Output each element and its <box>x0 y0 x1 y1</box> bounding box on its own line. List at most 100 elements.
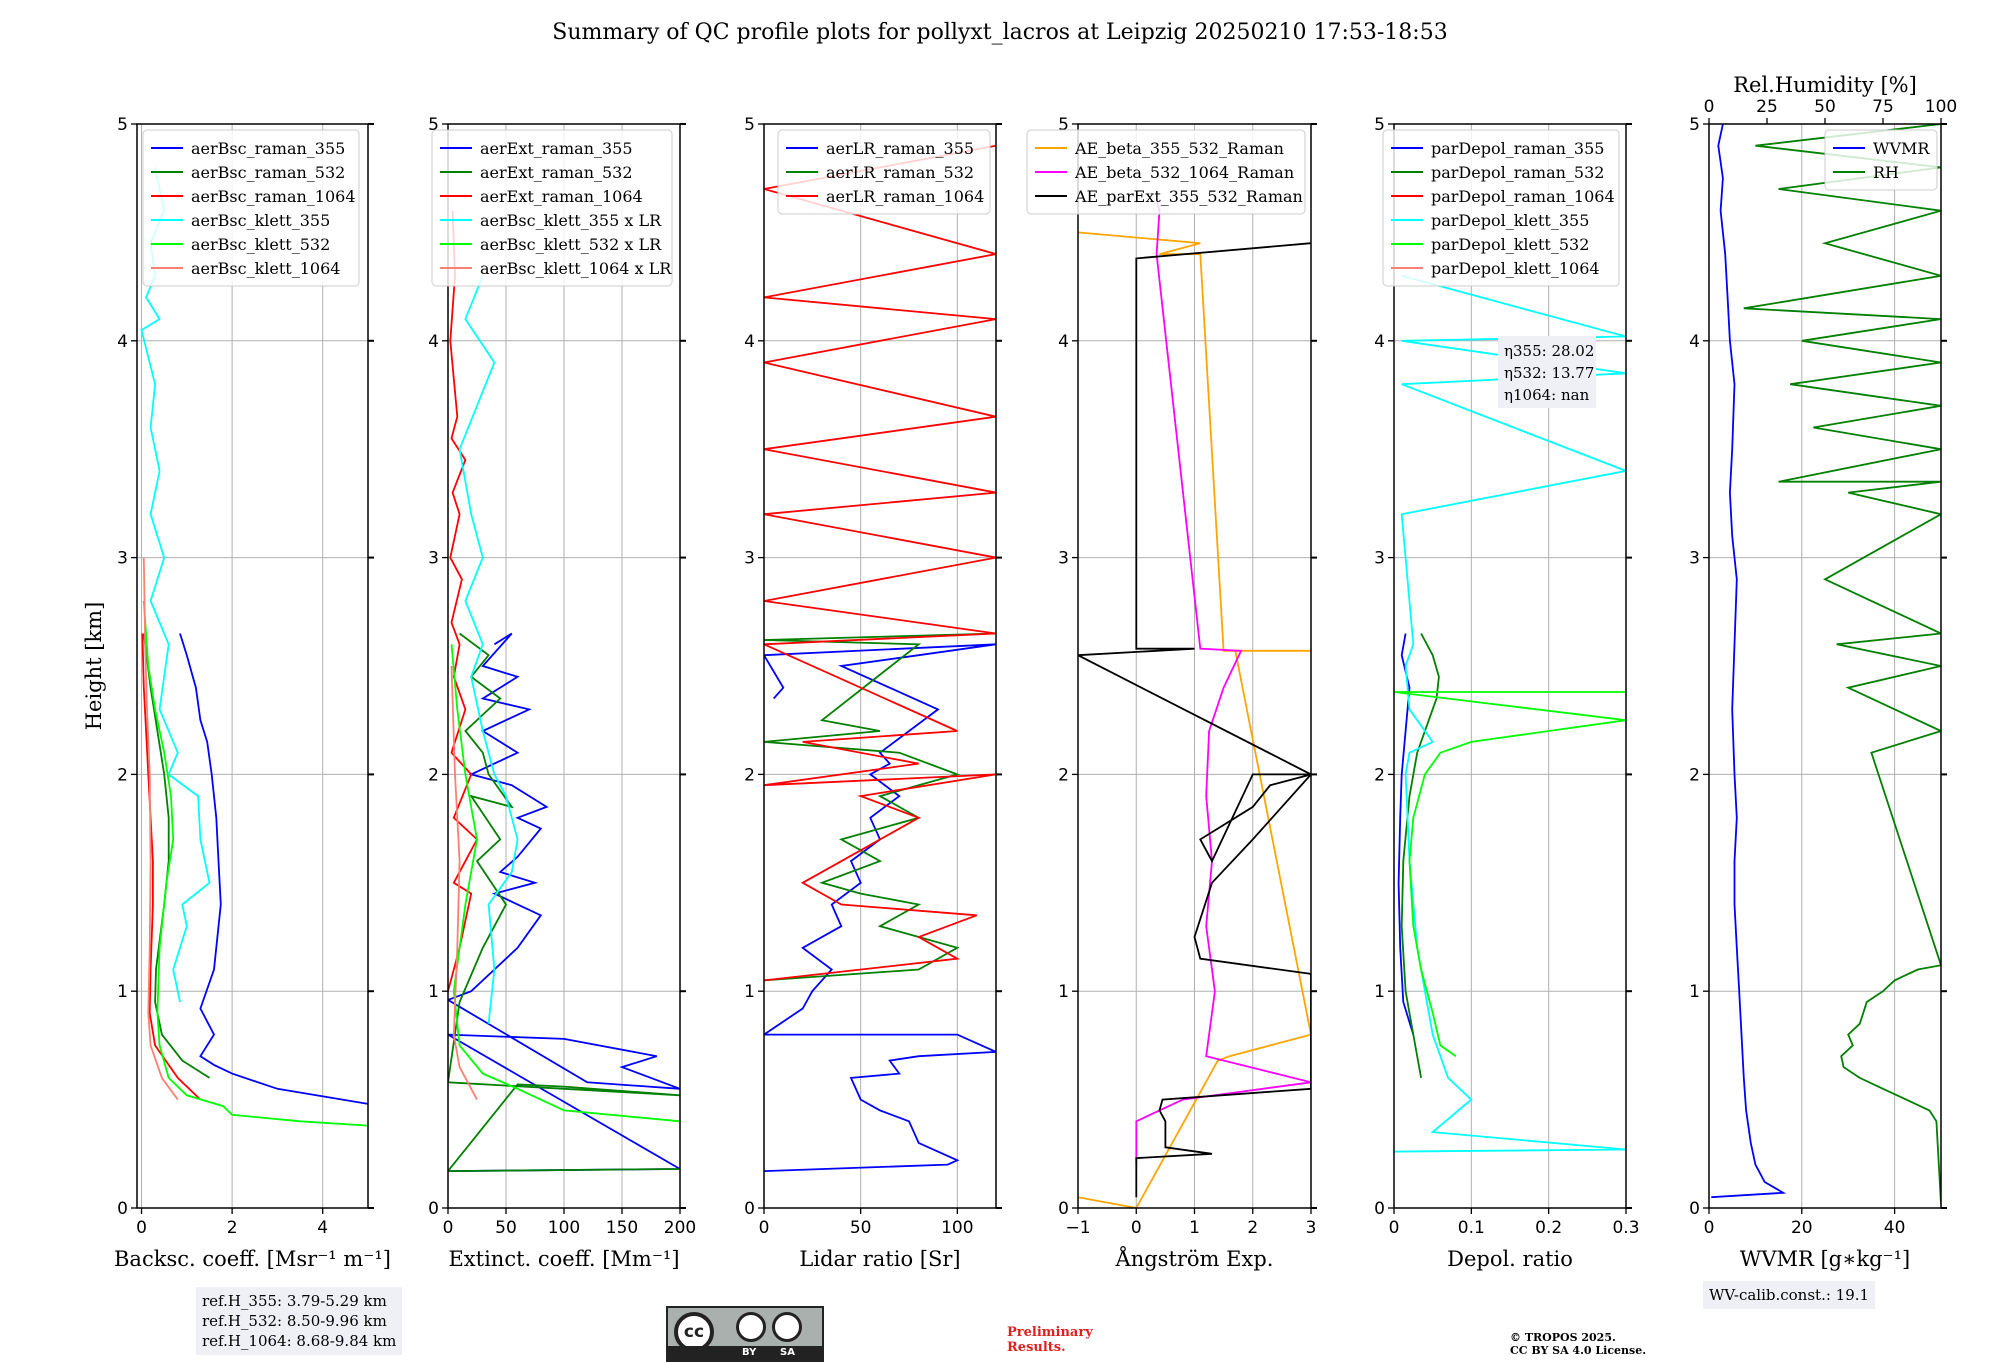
y-tick-label: 1 <box>744 982 755 1002</box>
preliminary-note: Preliminary Results. <box>1007 1325 1117 1355</box>
x-tick-label: 50 <box>495 1218 517 1238</box>
top-tick-label: 25 <box>1756 97 1778 117</box>
x-tick-label: 150 <box>606 1218 638 1238</box>
x-tick-label: 100 <box>548 1218 580 1238</box>
legend-label: aerBsc_raman_532 <box>191 163 345 182</box>
copyright-line-1: © TROPOS 2025. <box>1510 1331 1616 1344</box>
legend-label: parDepol_raman_355 <box>1431 139 1604 158</box>
x-tick-label: 40 <box>1884 1218 1906 1238</box>
eta-value: η532: 13.77 <box>1504 364 1594 382</box>
legend-label: parDepol_raman_1064 <box>1431 187 1615 206</box>
copyright-note: © TROPOS 2025. CC BY SA 4.0 License. <box>1510 1331 1646 1357</box>
wv-calib-box: WV-calib.const.: 19.1 <box>1703 1281 1876 1309</box>
y-tick-label: 2 <box>744 765 755 785</box>
legend: parDepol_raman_355 parDepol_raman_532 parD… <box>1382 129 1620 287</box>
x-tick-label: 20 <box>1791 1218 1813 1238</box>
legend-label: WVMR <box>1873 139 1930 158</box>
legend: WVMR RH <box>1824 129 1938 191</box>
x-tick-label: 0 <box>759 1218 770 1238</box>
x-tick-label: 3 <box>1306 1218 1317 1238</box>
wv-calib-const: WV-calib.const.: 19.1 <box>1709 1286 1870 1304</box>
legend: AE_beta_355_532_Raman AE_beta_532_1064_Ra… <box>1026 129 1306 215</box>
ref-height-532: ref.H_532: 8.50-9.96 km <box>202 1312 387 1330</box>
top-tick-label: 50 <box>1814 97 1836 117</box>
legend-label: AE_beta_355_532_Raman <box>1074 139 1284 158</box>
x-tick-label: −1 <box>1065 1218 1090 1238</box>
y-tick-label: 5 <box>428 115 439 135</box>
y-tick-label: 2 <box>428 765 439 785</box>
x-tick-label: 50 <box>850 1218 872 1238</box>
cc-by-sa-badge: cc BY SA <box>666 1306 824 1362</box>
series-line-aerBsc_klett_532 x LR <box>450 644 680 1123</box>
legend-label: aerBsc_klett_532 x LR <box>480 235 662 254</box>
legend-box <box>1824 129 1938 191</box>
y-tick-label: 5 <box>1058 115 1069 135</box>
legend-box <box>1382 129 1620 287</box>
y-tick-label: 3 <box>117 549 128 569</box>
x-tick-label: 200 <box>664 1218 696 1238</box>
legend-box <box>431 129 673 287</box>
x-axis-label: WVMR [g∗kg⁻¹] <box>1740 1247 1911 1271</box>
series-line-aerBsc_klett_1064 x LR <box>450 665 478 1101</box>
series-line-RH <box>1743 124 1941 1204</box>
top-tick-label: 75 <box>1872 97 1894 117</box>
plot-frame <box>1708 123 1942 1209</box>
chart-panel-3: 0 50 100 0 1 2 3 4 5 Lidar ratio [Sr] aerLR_raman_… <box>744 115 1002 1271</box>
y-tick-label: 2 <box>1374 765 1385 785</box>
series-line-aerLR_raman_1064 <box>764 144 996 982</box>
x-axis-label: Backsc. coeff. [Msr⁻¹ m⁻¹] <box>114 1247 391 1271</box>
legend-label: aerBsc_klett_1064 <box>191 259 340 278</box>
y-tick-label: 0 <box>1689 1199 1700 1219</box>
legend-label: parDepol_klett_355 <box>1431 211 1589 230</box>
series-line-aerBsc_klett_355 <box>140 167 211 1003</box>
y-tick-label: 1 <box>1689 982 1700 1002</box>
chart-panel-2: 0 50 100 150 200 0 1 2 3 4 5 Extinct. coeff. [Mm⁻¹]… <box>428 115 696 1271</box>
legend: aerLR_raman_355 aerLR_raman_532 aerLR_rama… <box>777 129 991 215</box>
x-tick-label: 0 <box>1704 1218 1715 1238</box>
y-tick-label: 2 <box>117 765 128 785</box>
y-tick-label: 4 <box>1689 332 1700 352</box>
y-tick-label: 3 <box>428 549 439 569</box>
x-tick-label: 0 <box>136 1218 147 1238</box>
legend: aerExt_raman_355 aerExt_raman_532 aerExt_r… <box>431 129 673 287</box>
y-tick-label: 5 <box>1374 115 1385 135</box>
series-line-AE_beta_532_1064_Raman <box>1135 199 1311 1165</box>
legend-label: aerLR_raman_355 <box>826 139 974 158</box>
x-tick-label: 4 <box>317 1218 328 1238</box>
legend-label: AE_parExt_355_532_Raman <box>1074 187 1303 206</box>
legend-label: aerBsc_raman_355 <box>191 139 345 158</box>
series-line-parDepol_raman_532 <box>1400 633 1440 1079</box>
y-tick-label: 1 <box>428 982 439 1002</box>
y-tick-label: 3 <box>1058 549 1069 569</box>
legend-label: aerBsc_klett_532 <box>191 235 330 254</box>
y-tick-label: 4 <box>1374 332 1385 352</box>
series-group <box>1711 124 1941 1204</box>
plot-frame <box>136 123 369 1209</box>
x-axis-label: Ångström Exp. <box>1115 1246 1274 1271</box>
legend-label: aerExt_raman_1064 <box>480 187 643 206</box>
series-line-aerBsc_klett_532 <box>142 600 368 1127</box>
series-line-aerExt_raman_355 <box>448 632 680 1172</box>
legend-box <box>1026 129 1306 215</box>
y-tick-label: 0 <box>428 1199 439 1219</box>
legend-label: parDepol_klett_1064 <box>1431 259 1600 278</box>
x-tick-label: 2 <box>1247 1218 1258 1238</box>
chart-panel-5: 0 0.1 0.2 0.3 0 1 2 3 4 5 Depol. ratio parDepol_ram… <box>1374 115 1639 1271</box>
series-group <box>764 144 996 1172</box>
x-tick-label: 0.1 <box>1458 1218 1485 1238</box>
y-tick-label: 0 <box>744 1199 755 1219</box>
x-tick-label: 0 <box>443 1218 454 1238</box>
series-line-aerExt_raman_1064 <box>448 210 479 992</box>
y-tick-label: 5 <box>117 115 128 135</box>
badge-band <box>668 1346 822 1360</box>
badge-by-label: BY <box>742 1347 757 1358</box>
y-tick-label: 5 <box>1689 115 1700 135</box>
copyright-line-2: CC BY SA 4.0 License. <box>1510 1344 1647 1357</box>
series-line-aerExt_raman_532 <box>448 632 680 1173</box>
y-tick-label: 5 <box>744 115 755 135</box>
y-tick-label: 3 <box>1689 549 1700 569</box>
series-line-WVMR <box>1711 124 1787 1199</box>
series-group <box>448 210 680 1173</box>
sa-share-icon <box>772 1312 802 1342</box>
